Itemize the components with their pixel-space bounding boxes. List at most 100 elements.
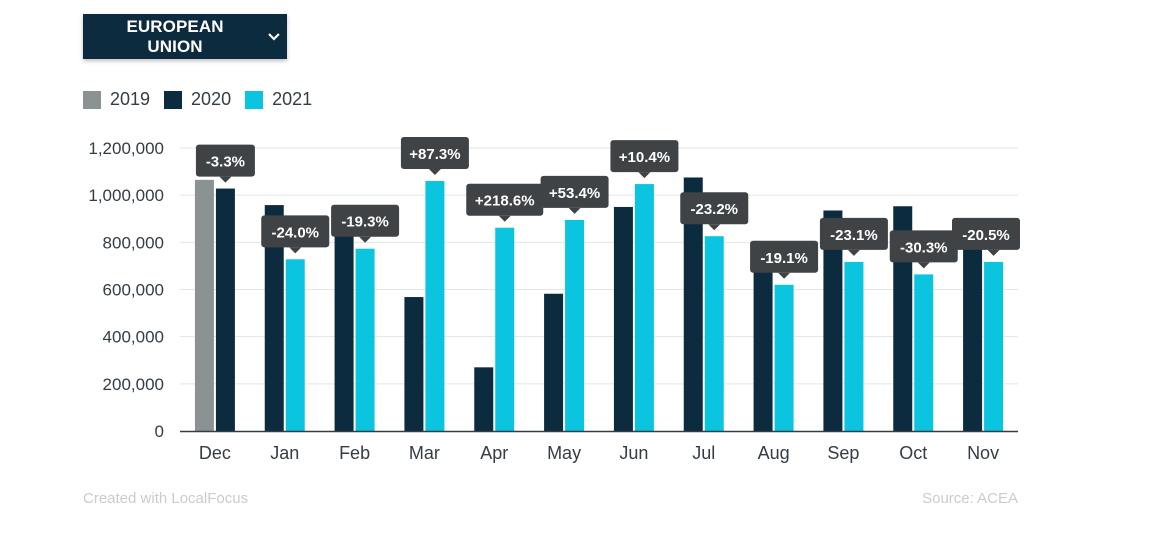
change-tooltip-box [750,240,819,273]
change-tooltip-box [610,140,679,173]
legend-item-2021[interactable]: 2021 [245,89,312,110]
change-label: -20.5% [962,227,1010,244]
change-label: -30.3% [900,239,948,256]
change-tooltip-pointer [847,249,860,256]
change-tooltip-pointer [428,169,441,176]
bar-2021-jun [634,184,654,431]
change-tooltip-box [400,137,469,170]
change-tooltip: +87.3% [400,137,469,176]
legend-label-2019: 2019 [110,89,151,109]
bar-2020-jan [264,205,284,431]
change-tooltip-box [952,217,1020,250]
change-tooltip-pointer [778,272,791,279]
x-tick-label: Mar [409,443,440,463]
x-tick-label: Sep [827,443,859,463]
change-label: +10.4% [619,149,670,166]
x-tick-label: May [547,443,581,463]
legend-item-2019[interactable]: 2019 [83,89,150,110]
legend-label-2020: 2020 [191,89,232,109]
y-tick-label: 600,000 [103,281,164,300]
legend-label-2021: 2021 [272,89,313,109]
bar-2021-feb [355,248,375,431]
bar-2020-feb [334,205,354,431]
y-tick-label: 0 [155,422,164,441]
bar-2021-oct [914,274,934,431]
change-label: -19.3% [341,214,389,231]
change-tooltip-box [540,175,609,208]
change-tooltip: -3.3% [195,144,255,183]
change-label: -23.1% [830,227,878,244]
x-tick-label: Jun [619,443,648,463]
change-label: +53.4% [549,185,600,202]
change-tooltip: -19.1% [750,240,819,279]
y-tick-label: 400,000 [103,328,164,347]
bar-2021-jul [704,236,724,431]
change-tooltip-pointer [289,247,302,254]
change-tooltip: -20.5% [952,217,1020,256]
x-tick-label: Oct [899,443,927,463]
change-tooltip-pointer [987,249,1000,256]
bar-2020-apr [474,367,494,431]
x-tick-label: Jan [270,443,299,463]
change-label: -3.3% [206,154,245,171]
footer-credit[interactable]: Created with LocalFocus [83,490,249,507]
change-tooltip-box [466,183,544,216]
bar-2020-oct [893,206,913,431]
change-label: -24.0% [271,224,319,241]
change-tooltip: -30.3% [889,230,958,269]
change-tooltip-pointer [359,236,372,243]
y-tick-label: 1,200,000 [88,139,164,158]
legend-swatch-2021 [245,90,264,109]
change-tooltip-box [680,192,749,225]
bar-2020-may [544,293,564,431]
change-tooltip-pointer [219,176,232,183]
region-dropdown-label: EUROPEAN UNION [126,16,224,56]
bar-2020-aug [753,249,773,431]
y-tick-label: 1,000,000 [88,186,164,205]
change-tooltip-box [195,144,255,177]
x-tick-label: Feb [339,443,370,463]
region-dropdown-button[interactable]: EUROPEAN UNION [83,14,287,59]
x-tick-label: Aug [758,443,790,463]
change-tooltip: +53.4% [540,175,609,214]
change-tooltip: +218.6% [466,183,544,222]
x-tick-label: Dec [199,443,231,463]
y-tick-label: 200,000 [103,375,164,394]
change-tooltip-box [889,230,958,263]
change-tooltip-pointer [708,224,721,231]
bar-2021-nov [984,261,1004,431]
change-tooltip-pointer [498,215,511,222]
change-tooltip: -23.1% [819,217,888,256]
bar-2021-sep [844,261,864,431]
chart-legend: 2019 2020 2021 [83,89,326,110]
change-label: -23.2% [690,201,738,218]
bar-2020-sep [823,210,843,431]
legend-swatch-2020 [164,90,183,109]
change-tooltip: -19.3% [331,204,400,243]
footer-source: Source: ACEA [922,490,1018,507]
change-tooltip: -24.0% [261,215,330,254]
change-tooltip: -23.2% [680,192,749,231]
change-tooltip-pointer [568,207,581,214]
y-tick-label: 800,000 [103,233,164,252]
bar-2020-mar [404,297,424,431]
bar-2021-may [565,219,585,431]
change-tooltip-pointer [638,172,651,179]
x-tick-label: Nov [967,443,999,463]
bar-2021-aug [774,284,794,431]
change-tooltip-box [819,217,888,250]
legend-item-2020[interactable]: 2020 [164,89,231,110]
bar-2020-nov [963,218,983,431]
change-tooltip-box [261,215,330,248]
change-tooltip-pointer [917,262,930,269]
chevron-down-icon [268,32,280,41]
legend-swatch-2019 [83,90,101,109]
change-tooltip-box [331,204,400,237]
bar-2021-mar [425,181,445,431]
x-tick-label: Jul [692,443,715,463]
bar-2021-apr [495,227,515,431]
bar-2021-jan [285,259,305,431]
bar-2020-jul [683,177,703,431]
change-label: +87.3% [409,146,460,163]
